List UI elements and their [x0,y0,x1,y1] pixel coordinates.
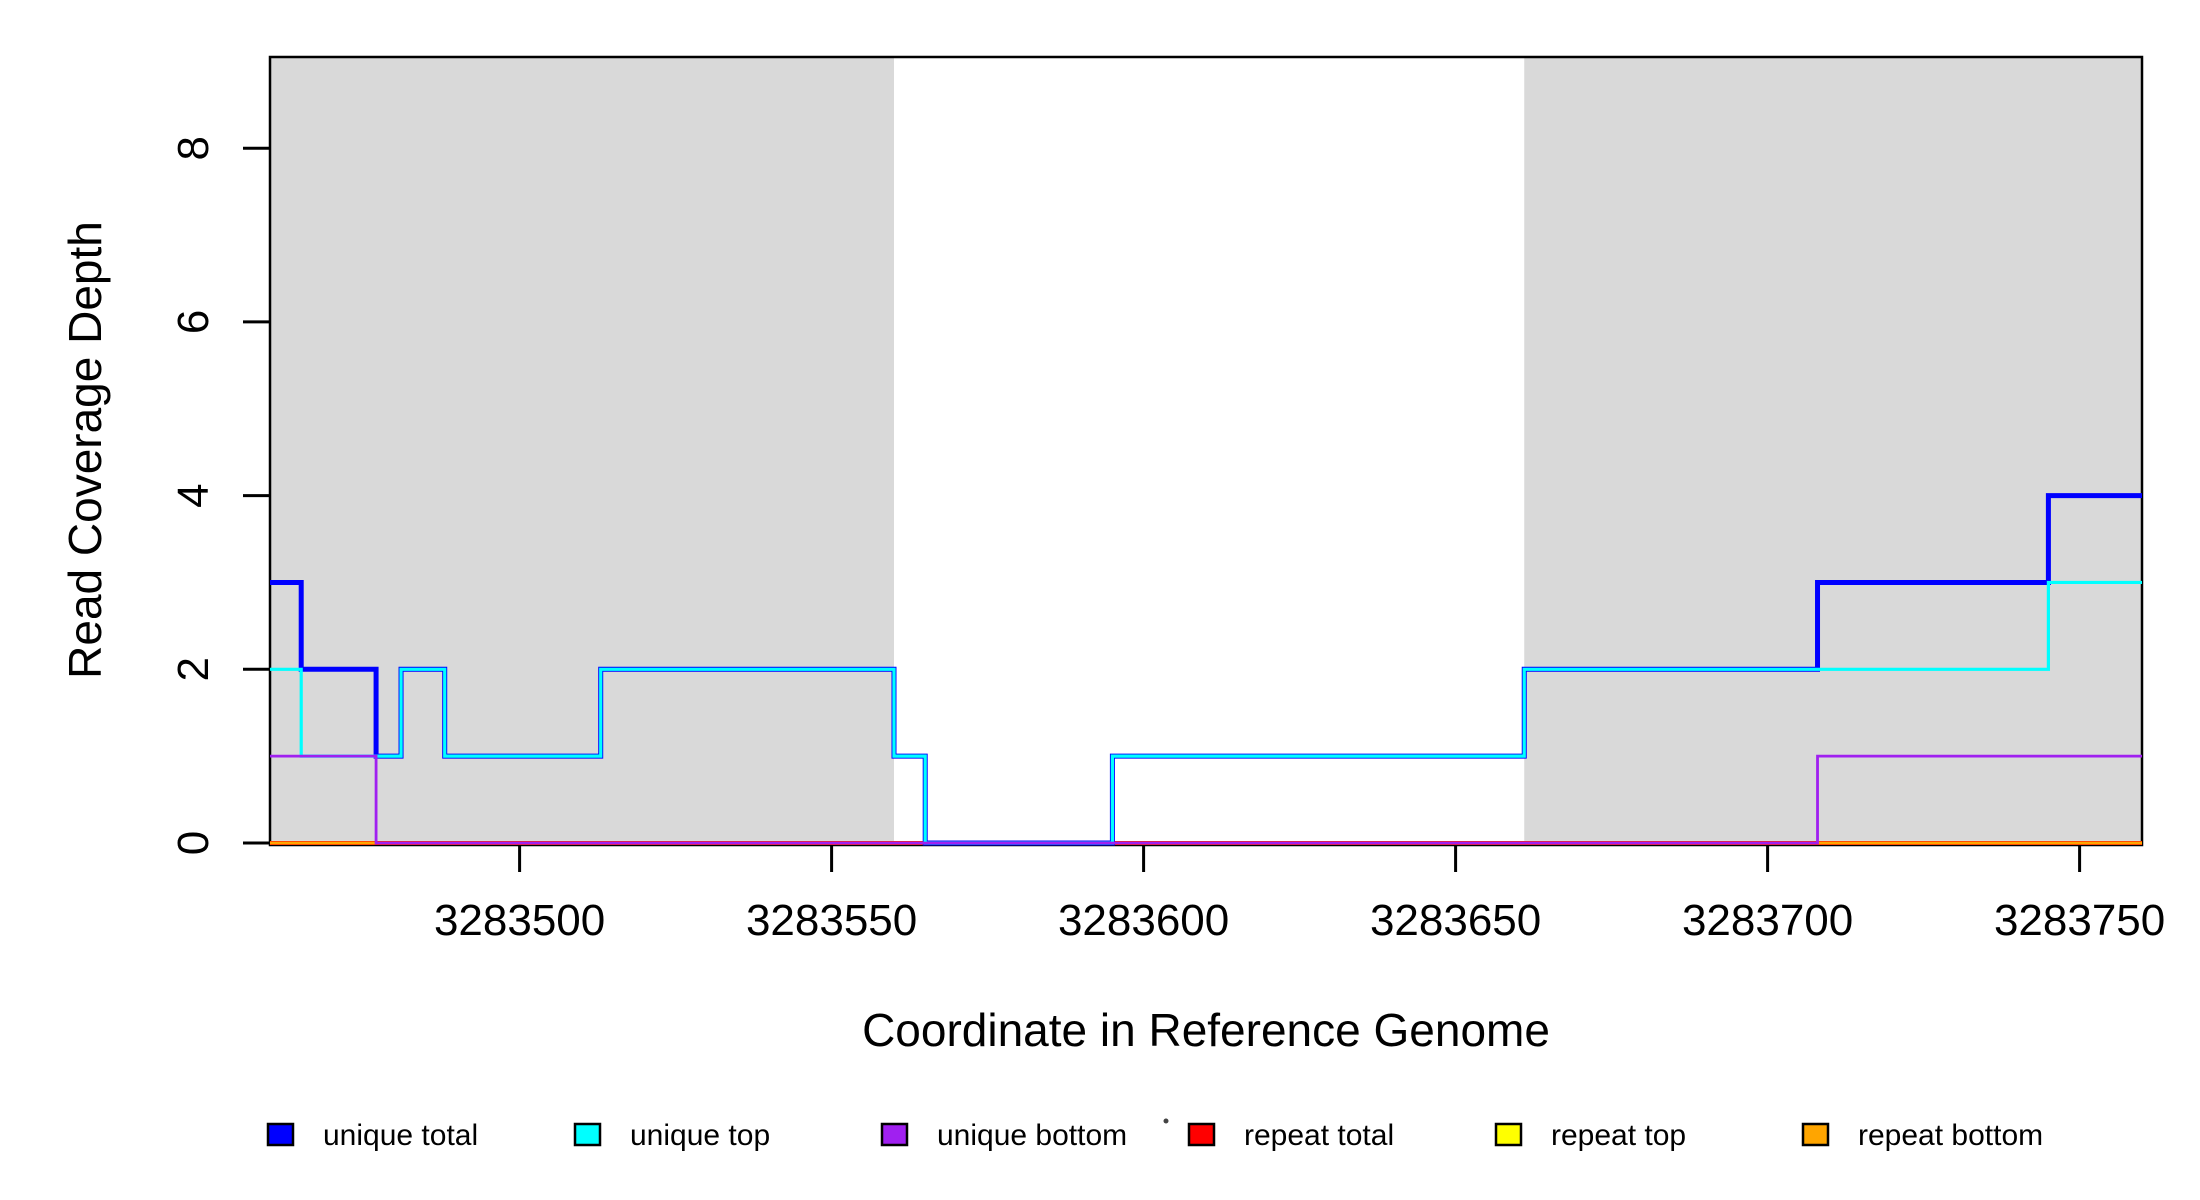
series-lines [270,493,2142,846]
legend-label: unique total [323,1119,478,1152]
x-tick-label: 3283650 [1370,896,1541,945]
legend-item-unique-total: unique total [266,1119,478,1152]
y-axis-title: Read Coverage Depth [59,221,111,679]
x-axis: 3283500 3283550 3283600 3283650 3283700 32837… [434,845,2165,945]
y-axis: 0 2 4 6 8 [169,136,270,855]
x-tick-label: 3283500 [434,896,605,945]
y-tick-label: 2 [169,657,218,681]
legend-label: repeat top [1551,1119,1686,1152]
legend-item-unique-bottom: unique bottom [880,1119,1127,1152]
legend-item-repeat-total: repeat total [1187,1119,1394,1152]
y-tick-label: 4 [169,483,218,507]
y-tick-label: 6 [169,310,218,334]
x-axis-title: Coordinate in Reference Genome [862,1004,1550,1056]
legend: unique total unique top unique bottom repea… [266,1119,2043,1152]
x-tick-label: 3283550 [746,896,917,945]
legend-swatch-repeat-top [1494,1122,1523,1147]
shaded-region [1524,58,2142,846]
legend-label: repeat total [1244,1119,1394,1152]
series-line-unique-top [270,580,2142,845]
legend-swatch-unique-top [573,1122,602,1147]
shaded-region [270,58,894,846]
legend-label: unique top [630,1119,770,1152]
legend-item-unique-top: unique top [573,1119,770,1152]
legend-label: repeat bottom [1858,1119,2043,1152]
legend-swatch-unique-bottom [880,1122,909,1147]
y-tick-label: 0 [169,831,218,855]
x-tick-label: 3283750 [1994,896,2165,945]
x-tick-label: 3283700 [1682,896,1853,945]
stray-dot-mark [1163,1118,1169,1124]
legend-swatch-repeat-bottom [1801,1122,1830,1147]
series-line-unique-bottom [270,754,2142,845]
legend-item-repeat-bottom: repeat bottom [1801,1119,2043,1152]
legend-item-repeat-top: repeat top [1494,1119,1686,1152]
legend-swatch-unique-total [266,1122,295,1147]
x-tick-label: 3283600 [1058,896,1229,945]
shaded-regions [270,58,2142,846]
y-tick-label: 8 [169,136,218,160]
legend-label: unique bottom [937,1119,1127,1152]
legend-swatch-repeat-total [1187,1122,1216,1147]
